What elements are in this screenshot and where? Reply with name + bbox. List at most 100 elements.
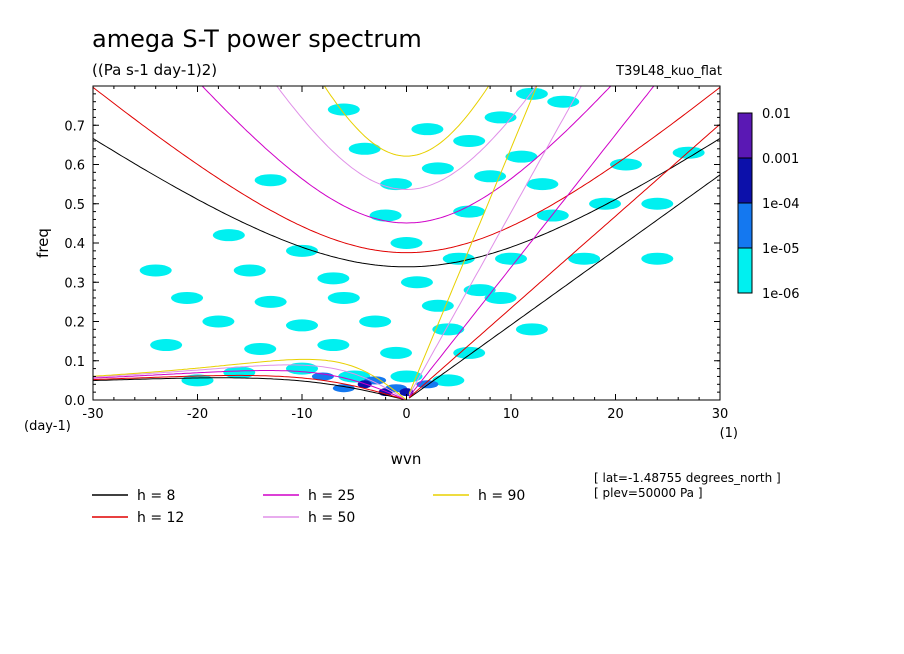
power-patch	[286, 319, 318, 332]
power-patch	[589, 197, 622, 210]
colorbar-label: 1e-04	[762, 197, 800, 212]
chart-subtitle: ((Pa s-1 day-1)2)	[92, 61, 217, 79]
legend-label: h = 12	[137, 510, 184, 526]
power-patch	[171, 291, 204, 304]
y-tick-label: 0.7	[64, 119, 85, 134]
legend-label: h = 50	[308, 510, 355, 526]
power-patch	[495, 252, 527, 265]
dispersion-curve	[93, 137, 720, 268]
colorbar-label: 1e-05	[762, 242, 800, 257]
x-tick-label: 0	[402, 407, 410, 422]
dispersion-curve	[93, 86, 720, 254]
power-patch	[380, 346, 413, 359]
power-patch	[526, 178, 559, 191]
power-patch	[348, 142, 381, 155]
colorbar-segment	[737, 112, 753, 159]
dispersion-curve	[276, 86, 537, 191]
x-tick-label: 30	[712, 407, 729, 422]
power-patch	[150, 339, 183, 352]
power-patch	[338, 370, 371, 383]
power-patch	[233, 264, 266, 277]
colorbar-label: 0.01	[762, 107, 791, 122]
dispersion-curve	[323, 86, 490, 157]
power-patch	[254, 174, 287, 187]
dispersion-curve	[408, 86, 538, 394]
dispersion-curve	[408, 86, 582, 396]
power-patch	[212, 229, 245, 242]
dispersion-curves	[93, 86, 720, 400]
y-tick-label: 0.4	[64, 237, 85, 252]
dispersion-curve	[201, 86, 612, 224]
power-patch	[400, 276, 433, 289]
power-patch	[442, 252, 475, 265]
y-axis-label: freq	[34, 228, 52, 258]
y-tick-label: 0.2	[64, 316, 85, 331]
power-patch	[181, 374, 214, 387]
power-patch	[515, 87, 548, 100]
power-patch	[139, 264, 172, 277]
power-patch	[463, 284, 496, 297]
dispersion-curve	[408, 86, 655, 398]
power-patch	[609, 158, 642, 171]
dispersion-curve	[93, 364, 407, 400]
colorbar-segment	[737, 247, 753, 294]
dispersion-curve	[93, 374, 407, 400]
dispersion-curve	[93, 370, 407, 400]
dispersion-curve	[93, 377, 407, 400]
legend-label: h = 25	[308, 488, 355, 504]
power-patch	[286, 244, 318, 257]
power-patch	[421, 299, 454, 312]
power-patch	[390, 237, 423, 249]
power-patch	[421, 162, 454, 175]
dispersion-curve	[93, 358, 407, 400]
run-name: T39L48_kuo_flat	[615, 64, 722, 79]
y-tick-label: 0.0	[64, 394, 85, 409]
colorbar: 0.01 0.001 1e-04 1e-05 1e-06	[737, 107, 800, 302]
y-tick-label: 0.6	[64, 159, 85, 174]
power-patch	[641, 197, 674, 210]
power-patch	[453, 346, 486, 359]
power-contours	[139, 87, 705, 397]
power-patch	[317, 339, 350, 352]
colorbar-segment	[737, 157, 753, 204]
y-tick-label: 0.1	[64, 355, 85, 370]
chart-title: amega S-T power spectrum	[92, 25, 422, 53]
colorbar-label: 1e-06	[762, 287, 800, 302]
power-patch	[317, 272, 350, 285]
dispersion-curve	[408, 174, 720, 399]
colorbar-label: 0.001	[762, 152, 799, 167]
power-patch	[369, 209, 402, 222]
power-patch	[536, 209, 569, 222]
y-unit-label: (day-1)	[24, 419, 71, 434]
x-tick-label: -20	[187, 407, 208, 422]
latitude-info: [ lat=-1.48755 degrees_north ]	[594, 471, 781, 485]
power-patch	[515, 323, 548, 336]
legend: h = 8 h = 12 h = 25 h = 50 h = 90	[92, 488, 525, 526]
power-patch	[223, 366, 256, 379]
x-axis-label: wvn	[391, 450, 422, 468]
power-patch	[505, 150, 538, 163]
y-tick-label: 0.3	[64, 276, 85, 291]
power-patch	[453, 134, 486, 147]
plev-info: [ plev=50000 Pa ]	[594, 486, 703, 500]
power-patch	[202, 315, 235, 328]
power-patch	[244, 342, 277, 355]
power-patch	[432, 374, 465, 387]
axis-ticks: -30 -20 -10 0 10 20 30 0.0 0.1 0.2 0.3 0.4 0.5 0.6 0.7	[64, 86, 728, 422]
power-patch	[484, 291, 517, 304]
power-patch	[332, 384, 355, 393]
y-tick-label: 0.5	[64, 198, 85, 213]
colorbar-segment	[737, 202, 753, 249]
power-patch	[254, 295, 287, 308]
x-tick-label: 10	[503, 407, 520, 422]
x-tick-label: -30	[82, 407, 103, 422]
power-patch	[641, 252, 674, 265]
x-tick-label: 20	[607, 407, 624, 422]
power-patch	[568, 252, 601, 265]
dispersion-curve	[408, 123, 720, 399]
power-patch	[327, 103, 360, 116]
power-patch	[359, 315, 392, 328]
power-patch	[453, 205, 486, 218]
legend-label: h = 8	[137, 488, 175, 504]
